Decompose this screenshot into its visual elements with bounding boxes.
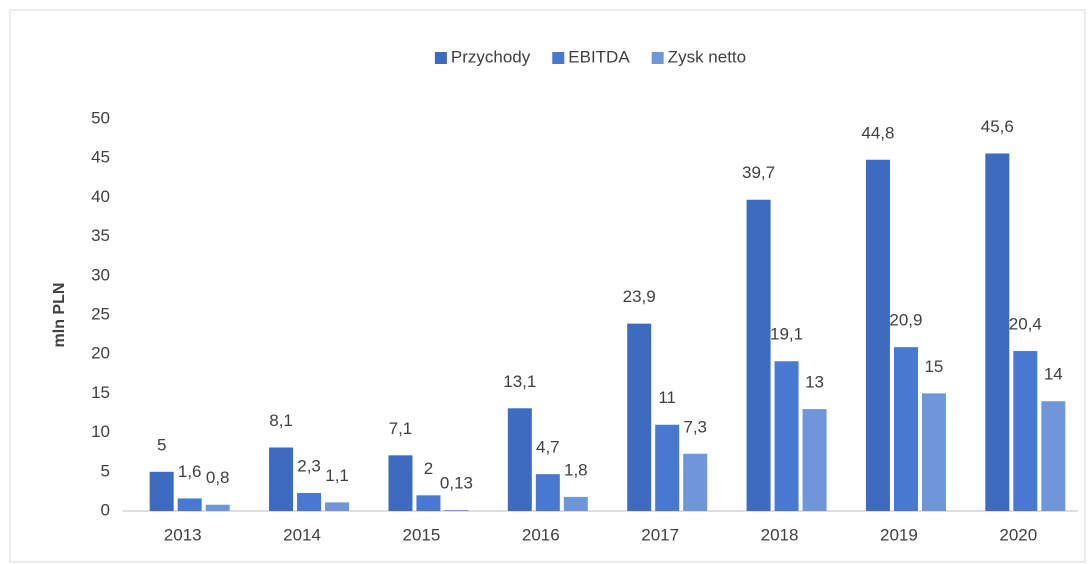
legend: Przychody EBITDA Zysk netto xyxy=(434,47,746,66)
value-label: 19,1 xyxy=(770,325,803,344)
value-label: 45,6 xyxy=(981,117,1014,136)
bar xyxy=(388,455,413,511)
bar xyxy=(507,408,532,511)
bar xyxy=(563,496,588,511)
y-tick-label: 10 xyxy=(91,422,110,441)
value-label: 1,1 xyxy=(325,466,349,485)
legend-label: Zysk netto xyxy=(668,47,746,66)
x-tick-label: 2016 xyxy=(522,525,560,544)
value-label: 4,7 xyxy=(536,438,560,457)
legend-label: EBITDA xyxy=(568,47,630,66)
x-tick-label: 2020 xyxy=(999,525,1037,544)
x-tick-label: 2015 xyxy=(403,525,441,544)
value-label: 14 xyxy=(1044,365,1063,384)
y-tick-label: 0 xyxy=(101,500,110,519)
value-label: 15 xyxy=(924,357,943,376)
value-label: 20,9 xyxy=(889,311,922,330)
bar xyxy=(1041,401,1066,511)
value-label: 5 xyxy=(157,435,166,454)
value-label: 2 xyxy=(424,459,433,478)
bar xyxy=(746,199,771,511)
bar xyxy=(865,159,890,511)
y-tick-label: 25 xyxy=(91,304,110,323)
x-tick-label: 2017 xyxy=(641,525,679,544)
value-label: 11 xyxy=(658,388,676,407)
legend-label: Przychody xyxy=(451,47,531,66)
x-tick-label: 2013 xyxy=(164,525,202,544)
legend-swatch xyxy=(651,52,664,64)
value-label: 0,8 xyxy=(206,468,230,487)
bar xyxy=(149,471,174,511)
y-tick-label: 5 xyxy=(101,461,110,480)
y-tick-label: 50 xyxy=(91,108,110,127)
y-axis-label: mln PLN xyxy=(51,283,68,348)
bar xyxy=(177,498,202,511)
value-label: 23,9 xyxy=(623,287,656,306)
bar xyxy=(269,447,294,511)
bar xyxy=(655,424,680,511)
y-tick-label: 40 xyxy=(91,187,110,206)
y-tick-label: 35 xyxy=(91,226,110,245)
value-label: 7,1 xyxy=(389,419,413,438)
x-tick-label: 2018 xyxy=(761,525,799,544)
value-label: 44,8 xyxy=(861,123,894,142)
y-tick-label: 30 xyxy=(91,265,110,284)
bar xyxy=(416,495,441,511)
value-label: 1,6 xyxy=(178,462,202,481)
bar xyxy=(1013,351,1038,511)
value-label: 13 xyxy=(805,373,824,392)
value-label: 1,8 xyxy=(564,460,588,479)
value-label: 8,1 xyxy=(269,411,293,430)
y-tick-label: 15 xyxy=(91,383,110,402)
value-label: 13,1 xyxy=(503,372,536,391)
legend-swatch xyxy=(552,52,565,64)
value-label: 7,3 xyxy=(683,417,707,436)
y-tick-label: 20 xyxy=(91,344,110,363)
bar xyxy=(444,509,469,511)
bar xyxy=(985,153,1010,511)
bar xyxy=(683,453,708,511)
value-label: 0,13 xyxy=(440,473,473,492)
bar xyxy=(297,492,322,511)
bar xyxy=(802,409,827,511)
bar xyxy=(627,323,652,511)
legend-swatch xyxy=(434,52,447,64)
bar xyxy=(325,502,350,511)
bar xyxy=(535,474,560,511)
value-label: 2,3 xyxy=(297,456,321,475)
x-tick-label: 2014 xyxy=(283,525,321,544)
bar xyxy=(205,504,230,511)
x-tick-label: 2019 xyxy=(880,525,918,544)
bar xyxy=(921,393,946,511)
bar xyxy=(774,361,799,511)
y-tick-label: 45 xyxy=(91,148,110,167)
value-label: 39,7 xyxy=(742,163,775,182)
bar xyxy=(893,347,918,511)
value-label: 20,4 xyxy=(1009,315,1042,334)
